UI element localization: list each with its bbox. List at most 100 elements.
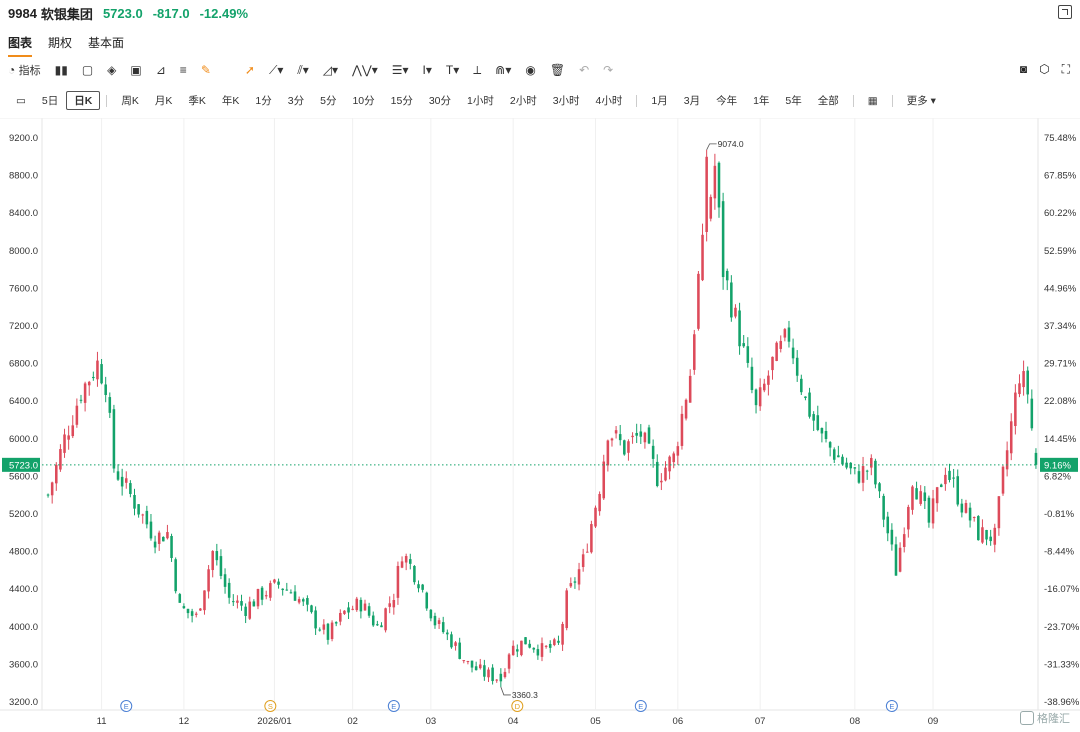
tab-fundamentals[interactable]: 基本面 [88,36,125,50]
candle [594,505,597,529]
event-marker: E [387,700,400,712]
font-icon[interactable]: T▾ [445,63,460,77]
candle-body [1001,466,1005,494]
ruler-icon[interactable]: ⟂ [473,62,482,77]
expand-icon[interactable] [1058,5,1072,19]
trend-line-icon[interactable]: ⟋▾ [268,62,284,77]
channel-icon[interactable]: ⫽▾ [297,62,309,77]
period-separator [852,94,854,107]
stock-name: 软银集团 [40,6,93,22]
event-circle [387,700,400,712]
calendar-icon[interactable]: ▦ [867,94,878,107]
period-19[interactable]: 1年 [753,95,770,107]
layout-icon[interactable]: ▭ [16,94,26,107]
camera-icon[interactable]: ◙ [1019,62,1028,76]
candle [540,637,544,662]
candle-body [972,517,976,519]
candle [104,376,107,403]
candle-body [635,432,638,436]
triangle-icon[interactable]: ◿▾ [322,63,339,77]
period-3[interactable]: 月K [154,95,173,107]
cursor-icon[interactable]: ➚ [244,63,255,77]
period-18[interactable]: 今年 [716,95,738,107]
trash-icon[interactable]: 🗑 [549,63,566,77]
candle-body [330,622,334,640]
candle [750,357,754,394]
candle [46,493,50,498]
candle-body [886,516,890,534]
candle-body [693,334,696,370]
candle-body [820,427,824,434]
vwap-icon[interactable]: ▣ [130,63,142,77]
eye-icon[interactable]: ◉ [525,63,536,77]
candle [87,380,91,396]
candle [388,596,391,614]
pencil-icon[interactable]: ✎ [200,63,211,77]
stock-change: -817.0 [152,5,190,21]
period-11[interactable]: 30分 [428,95,452,107]
candle-body [211,551,214,571]
candle [874,458,877,489]
candle [610,437,614,447]
period-2[interactable]: 周K [121,95,139,107]
indicator-button[interactable]: ◔ 指标 [8,63,41,77]
period-14[interactable]: 3小时 [552,95,580,107]
candle [688,369,692,403]
candlestick-chart[interactable]: 5723.0 9.16% 9074.0 3360.3 E S E D E E 9200.0 75.4… [0,118,1080,732]
settings-icon[interactable]: ⬡ [1039,62,1050,76]
candle [697,271,700,331]
candle-body [371,615,375,626]
period-17[interactable]: 3月 [683,95,701,107]
candle-body [425,592,429,609]
candle [199,608,202,612]
candle-body [705,156,708,232]
period-8[interactable]: 5分 [320,95,337,107]
period-5[interactable]: 年K [221,95,240,107]
candle-body [437,620,441,624]
period-20[interactable]: 5年 [785,95,802,107]
period-4[interactable]: 季K [188,95,206,107]
period-22[interactable]: 更多 ▾ [906,95,936,107]
period-0[interactable]: 5日 [41,95,59,107]
candle [318,627,322,632]
magnet-icon[interactable]: ⋒▾ [495,63,512,77]
tab-options[interactable]: 期权 [48,36,73,50]
x-tick-label: 05 [590,716,601,727]
period-7[interactable]: 3分 [287,95,305,107]
candle [487,667,490,682]
period-6[interactable]: 1分 [255,95,272,107]
candle [343,610,346,615]
candle [1005,441,1009,477]
text-tool-icon[interactable]: I▾ [422,63,432,77]
undo-icon[interactable]: ↶ [579,63,590,77]
candle [771,356,774,380]
layers-icon[interactable]: ◈ [107,63,117,77]
period-15[interactable]: 4小时 [595,95,623,107]
period-21[interactable]: 全部 [817,95,839,107]
compare-icon[interactable]: ⊿ [155,63,166,77]
x-tick-label: 09 [928,716,939,727]
period-13[interactable]: 2小时 [509,95,537,107]
y-tick-label: 6000.0 [9,434,38,445]
redo-icon[interactable]: ↷ [603,63,614,77]
event-marker: S [264,700,277,712]
candle [548,640,552,653]
period-10[interactable]: 15分 [390,95,413,107]
fib-icon[interactable]: ☰▾ [391,63,409,77]
fullscreen-icon[interactable]: ⛶ [1061,62,1070,76]
candle-type-icon[interactable]: ▮▮ [54,63,68,77]
text-lines-icon[interactable]: ≡ [179,63,187,77]
rectangle-icon[interactable]: ▢ [81,63,94,77]
wave-icon[interactable]: ⋀⋁▾ [352,63,378,77]
candle-body [725,270,729,281]
last-price-label: 5723.0 [9,460,38,471]
period-1[interactable]: 日K [66,91,101,110]
candle [96,351,99,387]
candle [787,320,791,348]
period-16[interactable]: 1月 [651,95,668,107]
period-9[interactable]: 10分 [352,95,375,107]
candle [795,350,799,382]
period-12[interactable]: 1小时 [467,95,494,107]
candle-body [618,434,622,441]
tab-chart[interactable]: 图表 [8,34,33,57]
